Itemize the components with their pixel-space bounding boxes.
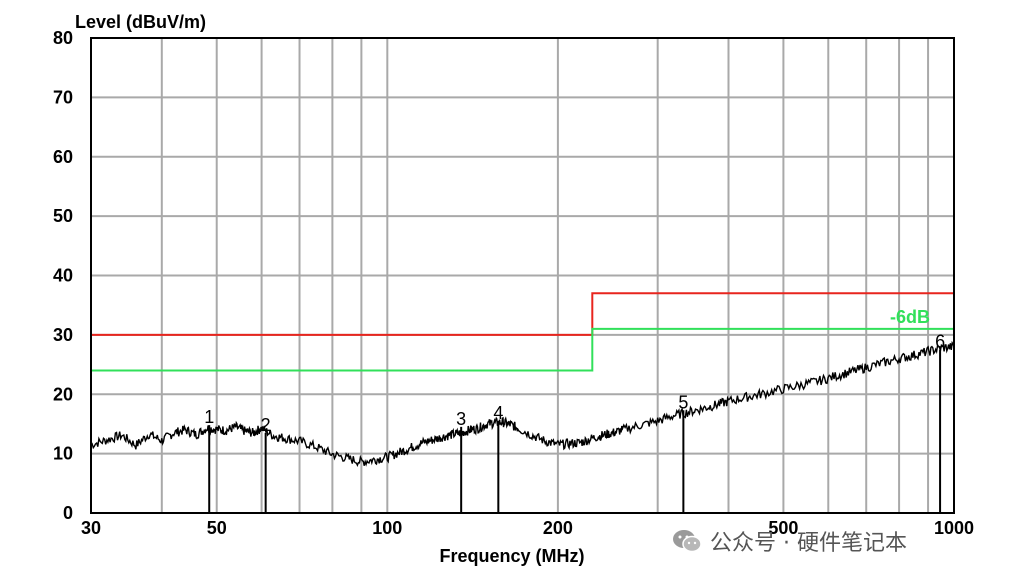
limit-lines: -6dB (91, 292, 954, 372)
x-tick-label: 50 (207, 518, 227, 538)
marker-3-label: 3 (456, 409, 466, 429)
y-tick-label: 40 (53, 266, 73, 286)
y-tick-label: 80 (53, 28, 73, 48)
y-tick-label: 20 (53, 384, 73, 404)
y-tick-label: 50 (53, 206, 73, 226)
marker-4-label: 4 (493, 403, 503, 423)
y-axis-label: Level (dBuV/m) (75, 12, 206, 32)
limit-minus-6db-line (91, 327, 954, 372)
y-tick-label: 70 (53, 87, 73, 107)
x-tick-label: 100 (372, 518, 402, 538)
y-tick-label: 10 (53, 444, 73, 464)
y-axis-ticks: 0 10 20 30 40 50 60 70 80 (53, 28, 73, 523)
measurement-trace (90, 340, 955, 467)
peak-markers: 1 2 3 4 5 6 (204, 332, 945, 513)
y-tick-label: 30 (53, 325, 73, 345)
trace-line (90, 340, 955, 467)
x-tick-label: 500 (768, 518, 798, 538)
marker-2-label: 2 (261, 415, 271, 435)
wechat-icon (673, 530, 702, 553)
limit-line-label: -6dB (890, 307, 930, 327)
x-tick-label: 1000 (934, 518, 974, 538)
y-tick-label: 60 (53, 147, 73, 167)
watermark-text: 公众号 · 硬件笔记本 (710, 531, 907, 556)
marker-5-label: 5 (678, 392, 688, 412)
x-tick-label: 200 (543, 518, 573, 538)
x-axis-label: Frequency (MHz) (439, 546, 584, 566)
watermark: 公众号 · 硬件笔记本 (672, 524, 907, 558)
x-axis-ticks: 30 50 100 200 500 1000 (81, 518, 974, 538)
plot-frame (90, 37, 955, 514)
y-tick-label: 0 (63, 503, 73, 523)
marker-6-label: 6 (935, 332, 945, 352)
x-tick-label: 30 (81, 518, 101, 538)
limit-line (91, 292, 954, 336)
marker-1-label: 1 (204, 407, 214, 427)
